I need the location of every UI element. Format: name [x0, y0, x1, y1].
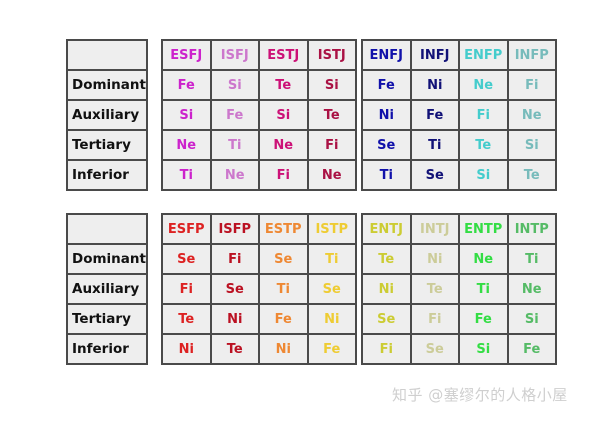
- row-label-table-top: Dominant Auxiliary Tertiary Inferior: [66, 39, 148, 191]
- function-cell-entp-dominant: Ne: [458, 243, 509, 275]
- function-cell-isfp-auxiliary: Se: [209, 273, 260, 305]
- function-cell-enfj-dominant: Fe: [361, 69, 412, 101]
- function-cell-intj-dominant: Ni: [409, 243, 460, 275]
- label-auxiliary: Auxiliary: [66, 99, 148, 131]
- label-inferior: Inferior: [66, 333, 148, 365]
- function-cell-entj-tertiary: Se: [361, 303, 412, 335]
- function-cell-infp-auxiliary: Ne: [506, 99, 557, 131]
- function-cell-intj-inferior: Se: [409, 333, 460, 365]
- function-cell-esfp-auxiliary: Fi: [161, 273, 212, 305]
- function-cell-infj-inferior: Se: [409, 159, 460, 191]
- function-cell-entp-tertiary: Fe: [458, 303, 509, 335]
- type-header-istp: ISTP: [306, 213, 357, 245]
- function-cell-estj-dominant: Te: [258, 69, 309, 101]
- type-header-enfj: ENFJ: [361, 39, 412, 71]
- label-dominant: Dominant: [66, 69, 148, 101]
- type-table-nf: ENFJ INFJ ENFP INFP Fe Ni Ne Fi Ni Fe Fi Ne Se Ti Te Si…: [361, 39, 557, 191]
- label-header-empty: [66, 39, 148, 71]
- function-cell-istj-dominant: Si: [306, 69, 357, 101]
- type-header-intp: INTP: [506, 213, 557, 245]
- function-cell-infj-auxiliary: Fe: [409, 99, 460, 131]
- type-header-esfj: ESFJ: [161, 39, 212, 71]
- function-cell-istj-inferior: Ne: [306, 159, 357, 191]
- function-cell-istp-inferior: Fe: [306, 333, 357, 365]
- type-header-isfp: ISFP: [209, 213, 260, 245]
- function-cell-intj-auxiliary: Te: [409, 273, 460, 305]
- label-dominant: Dominant: [66, 243, 148, 275]
- function-cell-istj-auxiliary: Te: [306, 99, 357, 131]
- function-cell-esfj-dominant: Fe: [161, 69, 212, 101]
- function-cell-entp-auxiliary: Ti: [458, 273, 509, 305]
- function-cell-esfj-tertiary: Ne: [161, 129, 212, 161]
- function-cell-estj-inferior: Fi: [258, 159, 309, 191]
- function-cell-isfj-inferior: Ne: [209, 159, 260, 191]
- function-cell-estj-auxiliary: Si: [258, 99, 309, 131]
- function-cell-enfp-inferior: Si: [458, 159, 509, 191]
- function-cell-enfp-tertiary: Te: [458, 129, 509, 161]
- row-label-table-bottom: Dominant Auxiliary Tertiary Inferior: [66, 213, 148, 365]
- function-cell-estp-auxiliary: Ti: [258, 273, 309, 305]
- function-cell-istp-auxiliary: Se: [306, 273, 357, 305]
- type-header-entp: ENTP: [458, 213, 509, 245]
- function-cell-isfj-auxiliary: Fe: [209, 99, 260, 131]
- type-header-estj: ESTJ: [258, 39, 309, 71]
- label-tertiary: Tertiary: [66, 129, 148, 161]
- function-cell-isfp-tertiary: Ni: [209, 303, 260, 335]
- function-cell-infj-tertiary: Ti: [409, 129, 460, 161]
- watermark: 知乎 @塞缪尔的人格小屋: [392, 386, 568, 404]
- function-cell-infp-dominant: Fi: [506, 69, 557, 101]
- type-header-entj: ENTJ: [361, 213, 412, 245]
- function-cell-intj-tertiary: Fi: [409, 303, 460, 335]
- function-cell-enfj-inferior: Ti: [361, 159, 412, 191]
- function-cell-estp-inferior: Ni: [258, 333, 309, 365]
- function-cell-infj-dominant: Ni: [409, 69, 460, 101]
- function-cell-isfj-tertiary: Ti: [209, 129, 260, 161]
- type-header-esfp: ESFP: [161, 213, 212, 245]
- type-header-infj: INFJ: [409, 39, 460, 71]
- type-table-nt: ENTJ INTJ ENTP INTP Te Ni Ne Ti Ni Te Ti Ne Se Fi Fe Si…: [361, 213, 557, 365]
- function-cell-entp-inferior: Si: [458, 333, 509, 365]
- function-cell-esfp-inferior: Ni: [161, 333, 212, 365]
- label-inferior: Inferior: [66, 159, 148, 191]
- function-cell-infp-inferior: Te: [506, 159, 557, 191]
- type-table-sp: ESFP ISFP ESTP ISTP Se Fi Se Ti Fi Se Ti Se Te Ni Fe Ni…: [161, 213, 357, 365]
- function-cell-infp-tertiary: Si: [506, 129, 557, 161]
- function-cell-intp-auxiliary: Ne: [506, 273, 557, 305]
- function-cell-intp-tertiary: Si: [506, 303, 557, 335]
- function-cell-isfj-dominant: Si: [209, 69, 260, 101]
- function-cell-enfp-dominant: Ne: [458, 69, 509, 101]
- function-cell-entj-inferior: Fi: [361, 333, 412, 365]
- function-cell-esfp-dominant: Se: [161, 243, 212, 275]
- function-cell-enfj-tertiary: Se: [361, 129, 412, 161]
- function-cell-intp-inferior: Fe: [506, 333, 557, 365]
- function-cell-esfj-auxiliary: Si: [161, 99, 212, 131]
- label-tertiary: Tertiary: [66, 303, 148, 335]
- function-cell-istp-tertiary: Ni: [306, 303, 357, 335]
- label-auxiliary: Auxiliary: [66, 273, 148, 305]
- function-cell-esfj-inferior: Ti: [161, 159, 212, 191]
- function-cell-esfp-tertiary: Te: [161, 303, 212, 335]
- type-header-isfj: ISFJ: [209, 39, 260, 71]
- function-cell-entj-auxiliary: Ni: [361, 273, 412, 305]
- function-cell-entj-dominant: Te: [361, 243, 412, 275]
- function-cell-intp-dominant: Ti: [506, 243, 557, 275]
- function-cell-estp-tertiary: Fe: [258, 303, 309, 335]
- type-header-istj: ISTJ: [306, 39, 357, 71]
- function-cell-istj-tertiary: Fi: [306, 129, 357, 161]
- function-cell-estp-dominant: Se: [258, 243, 309, 275]
- function-cell-enfj-auxiliary: Ni: [361, 99, 412, 131]
- type-header-estp: ESTP: [258, 213, 309, 245]
- function-cell-estj-tertiary: Ne: [258, 129, 309, 161]
- type-table-sj-tj: ESFJ ISFJ ESTJ ISTJ Fe Si Te Si Si Fe Si Te Ne Ti Ne Fi…: [161, 39, 357, 191]
- function-cell-istp-dominant: Ti: [306, 243, 357, 275]
- label-header-empty: [66, 213, 148, 245]
- function-cell-isfp-inferior: Te: [209, 333, 260, 365]
- function-cell-enfp-auxiliary: Fi: [458, 99, 509, 131]
- function-cell-isfp-dominant: Fi: [209, 243, 260, 275]
- type-header-enfp: ENFP: [458, 39, 509, 71]
- type-header-infp: INFP: [506, 39, 557, 71]
- type-header-intj: INTJ: [409, 213, 460, 245]
